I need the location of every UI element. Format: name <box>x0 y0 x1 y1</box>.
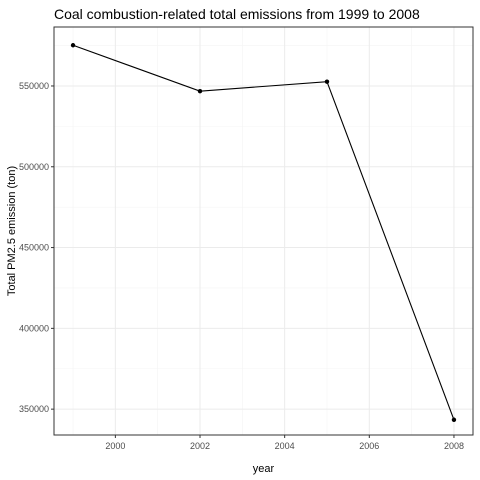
data-point <box>324 79 330 84</box>
x-tick-label: 2000 <box>105 441 125 451</box>
grid <box>54 27 473 435</box>
y-tick-label: 550000 <box>19 81 49 91</box>
x-tick-label: 2002 <box>190 441 210 451</box>
x-axis: 2000 2002 2004 2006 2008 <box>105 435 464 451</box>
x-tick-label: 2008 <box>444 441 464 451</box>
x-tick-label: 2004 <box>275 441 295 451</box>
y-tick-label: 350000 <box>19 404 49 414</box>
y-axis-label: Total PM2.5 emission (ton) <box>6 166 18 296</box>
x-axis-label: year <box>253 463 275 475</box>
y-axis: 350000 400000 450000 500000 550000 <box>19 81 54 414</box>
plot-panel <box>53 26 474 436</box>
y-tick-label: 400000 <box>19 323 49 333</box>
series-line <box>72 44 455 420</box>
x-tick-label: 2006 <box>359 441 379 451</box>
series-layer <box>70 43 457 422</box>
y-tick-label: 450000 <box>19 243 49 253</box>
data-point <box>451 417 457 422</box>
data-point <box>197 88 203 94</box>
y-tick-label: 500000 <box>19 162 49 172</box>
data-point <box>70 43 76 48</box>
chart-title: Coal combustion-related total emissions … <box>54 6 420 22</box>
